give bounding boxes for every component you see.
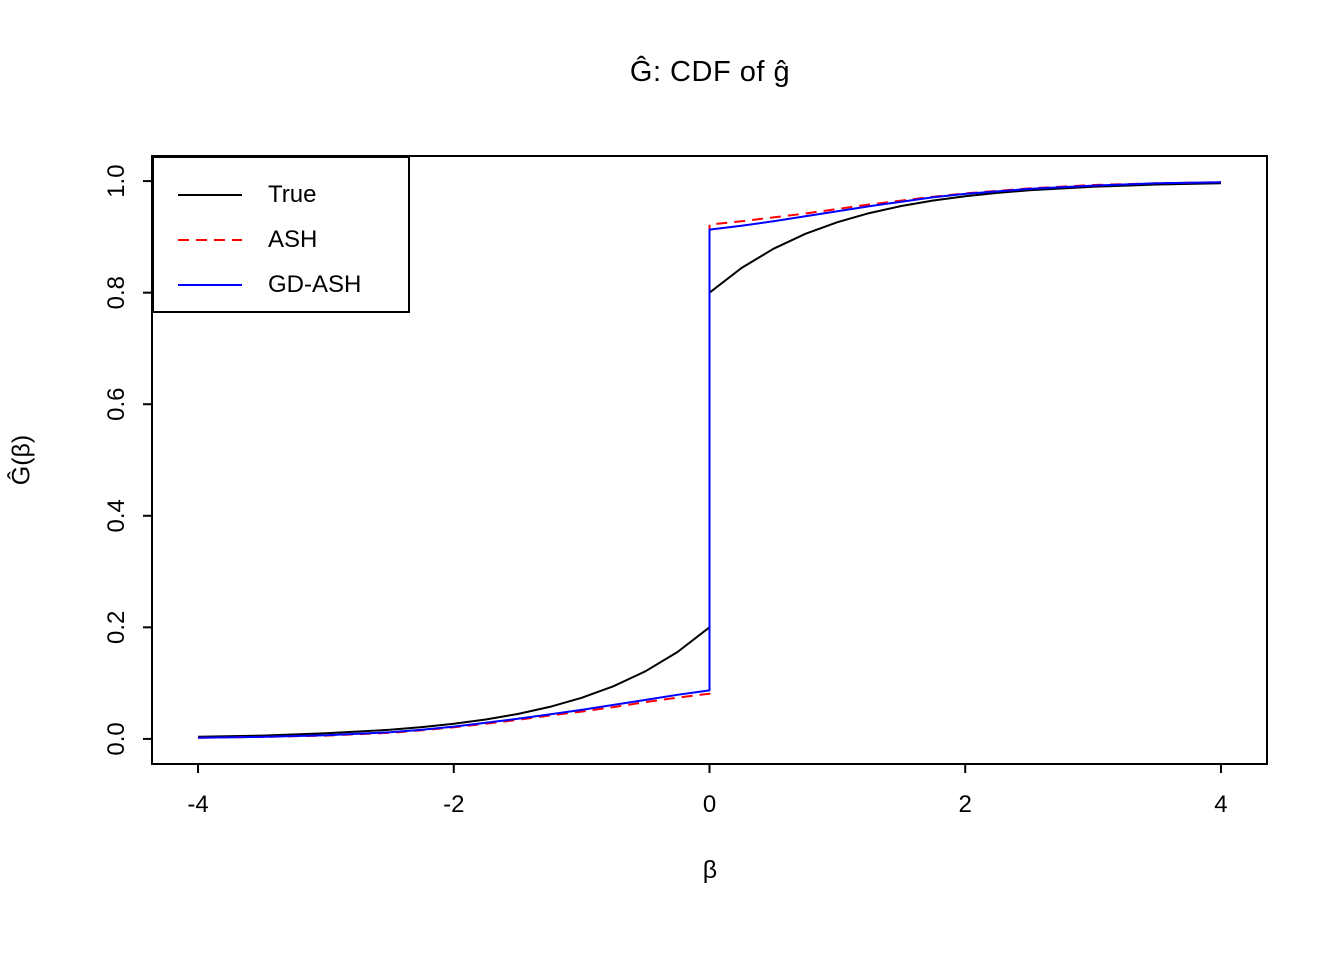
legend-line-sample-gd-ash	[178, 283, 242, 286]
y-tick-label: 0.0	[103, 722, 130, 755]
y-tick-label: 0.6	[103, 388, 130, 421]
chart-title: Ĝ: CDF of ĝ	[629, 56, 791, 88]
x-tick-label: -2	[443, 791, 464, 818]
x-tick-label: 4	[1214, 791, 1227, 818]
y-tick-label: 1.0	[103, 164, 130, 197]
x-tick-label: 0	[703, 791, 716, 818]
y-tick-label: 0.8	[103, 276, 130, 309]
legend-line-sample-ash	[178, 238, 242, 241]
y-tick-label: 0.2	[103, 611, 130, 644]
x-tick-label: -4	[187, 791, 208, 818]
y-tick-label: 0.4	[103, 499, 130, 532]
legend: True ASH GD-ASH	[152, 156, 410, 313]
legend-item-true: True	[154, 172, 408, 217]
legend-label-gd-ash: GD-ASH	[268, 270, 362, 298]
y-axis-label: Ĝ(β)	[7, 434, 36, 486]
legend-label-true: True	[268, 180, 317, 208]
legend-item-gd-ash: GD-ASH	[154, 262, 408, 307]
series-line-gd-ash	[197, 181, 1222, 739]
x-tick-label: 2	[959, 791, 972, 818]
legend-item-ash: ASH	[154, 217, 408, 262]
legend-label-ash: ASH	[268, 225, 318, 253]
legend-line-sample-true	[178, 193, 242, 196]
x-axis-label: β	[702, 856, 718, 884]
